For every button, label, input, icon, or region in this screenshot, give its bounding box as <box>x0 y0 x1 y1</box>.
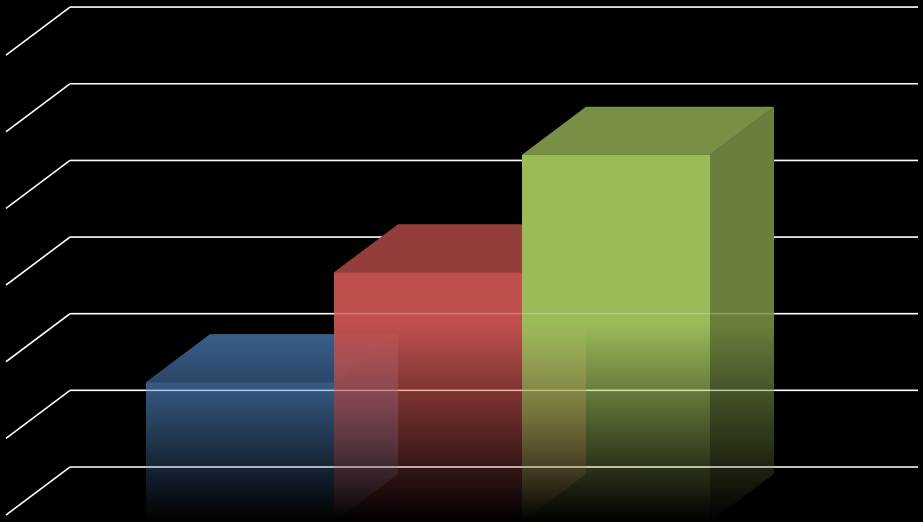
bar-front-face <box>146 382 334 522</box>
gridline-side <box>5 236 71 286</box>
bars <box>146 106 774 522</box>
gridline-side <box>5 466 71 516</box>
gridline-side <box>5 313 71 363</box>
gridline-side <box>5 6 71 56</box>
gridline-side <box>5 159 71 210</box>
bar-front-face <box>334 272 522 522</box>
bar-front-face <box>522 154 710 522</box>
gridline-side <box>5 389 71 439</box>
gridline-side <box>5 83 71 133</box>
bar-side-face <box>710 106 774 522</box>
bar-3 <box>522 106 774 522</box>
bar-top-face <box>522 106 774 155</box>
